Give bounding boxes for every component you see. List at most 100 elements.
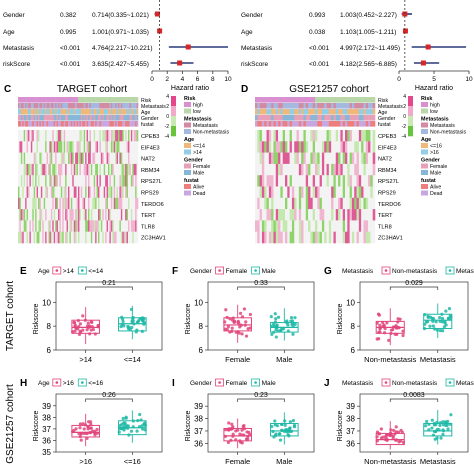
forest-tick-label: 10 xyxy=(224,76,232,83)
y-axis-label: Riskscore xyxy=(185,411,192,442)
annotation-cell xyxy=(19,109,22,115)
heatmap-cell xyxy=(52,231,55,244)
annotation-cell xyxy=(75,97,77,103)
heatmap-cell xyxy=(285,141,288,153)
heatmap-cell xyxy=(135,197,137,210)
heatmap-cell xyxy=(50,130,53,142)
annotation-cell xyxy=(80,121,83,127)
heatmap-cell xyxy=(372,186,376,199)
heatmap-cell xyxy=(349,209,353,221)
heatmap-cell xyxy=(347,163,350,176)
heatmap-cell xyxy=(73,163,76,176)
heatmap-cell xyxy=(125,197,127,210)
heatmap-cell xyxy=(349,220,353,232)
annotation-cell xyxy=(103,121,106,127)
heatmap-cell xyxy=(18,130,20,142)
legend-label: Non-metastasis xyxy=(392,268,438,275)
heatmap-cell xyxy=(358,175,362,187)
annotation-cell xyxy=(130,115,133,121)
heatmap-cell xyxy=(92,231,95,244)
p-value-label: 0.23 xyxy=(254,392,268,399)
heatmap-cell xyxy=(19,175,22,187)
heatmap-cell xyxy=(62,220,65,232)
annotation-cell xyxy=(82,109,85,115)
heatmap-cell xyxy=(66,175,69,187)
annotation-cell xyxy=(26,121,29,127)
heatmap-cell xyxy=(25,175,27,187)
heatmap-cell xyxy=(338,152,341,165)
annotation-cell xyxy=(32,115,35,121)
annotation-cell xyxy=(358,115,362,121)
heatmap-cell xyxy=(46,197,49,210)
heatmap-cell xyxy=(65,186,67,199)
heatmap-cell xyxy=(105,209,107,221)
heatmap-cell xyxy=(338,220,341,232)
heatmap-cell xyxy=(68,163,70,176)
heatmap-cell xyxy=(92,130,95,142)
forest-tick-label: 4 xyxy=(181,76,185,83)
annotation-cell xyxy=(59,103,62,109)
annotation-cell xyxy=(60,109,63,115)
data-point xyxy=(78,422,83,426)
plot-frame xyxy=(55,281,163,351)
heatmap-cell xyxy=(73,220,76,232)
heatmap-cell xyxy=(335,152,339,165)
heatmap-cell xyxy=(32,141,35,153)
annotation-cell xyxy=(49,121,52,127)
heatmap-cell xyxy=(273,175,277,187)
heatmap-cell xyxy=(123,186,126,199)
heatmap-cell xyxy=(268,152,272,165)
annotation-cell xyxy=(110,103,113,109)
annotation-cell xyxy=(72,97,75,103)
annotation-cell xyxy=(108,109,110,115)
heatmap-cell xyxy=(119,186,122,199)
annotation-cell xyxy=(129,109,132,115)
color-scale-segment xyxy=(408,102,413,105)
heatmap-cell xyxy=(294,175,297,187)
heatmap-cell xyxy=(66,152,69,165)
annotation-cell xyxy=(49,103,52,109)
heatmap-cell xyxy=(301,231,304,244)
annotation-cell xyxy=(354,121,357,127)
heatmap-cell xyxy=(271,152,274,165)
heatmap-cell xyxy=(271,186,274,199)
heatmap-cell xyxy=(33,152,36,165)
heatmap-cell xyxy=(363,209,367,221)
annotation-cell xyxy=(45,103,47,109)
color-scale-segment xyxy=(408,108,413,111)
data-point xyxy=(274,335,278,339)
heatmap-cell xyxy=(345,197,348,210)
heatmap-cell xyxy=(271,220,274,232)
legend-item-label: Female xyxy=(430,164,447,170)
annotation-label: fustat xyxy=(141,122,154,128)
annotation-cell xyxy=(259,121,263,127)
heatmap-cell xyxy=(319,231,323,244)
annotation-cell xyxy=(98,109,100,115)
annotation-cell xyxy=(100,115,103,121)
heatmap-cell xyxy=(136,220,139,232)
heatmap-cell xyxy=(331,175,334,187)
annotation-cell xyxy=(289,121,293,127)
annotation-cell xyxy=(259,103,263,109)
annotation-cell xyxy=(100,109,103,115)
heatmap-cell xyxy=(135,141,137,153)
annotation-cell xyxy=(66,97,69,103)
annotation-cell xyxy=(23,115,26,121)
heatmap-cell xyxy=(282,209,286,221)
annotation-cell xyxy=(133,115,136,121)
annotation-cell xyxy=(119,97,122,103)
heatmap-cell xyxy=(22,141,25,153)
heatmap-cell xyxy=(356,130,360,142)
annotation-cell xyxy=(63,115,66,121)
heatmap-cell xyxy=(65,209,67,221)
heatmap-cell xyxy=(18,220,20,232)
heatmap-cell xyxy=(85,175,87,187)
heatmap-cell xyxy=(106,231,109,244)
heatmap-cell xyxy=(130,152,133,165)
heatmap-cell xyxy=(310,231,313,244)
heatmap-cell xyxy=(109,152,112,165)
heatmap-cell xyxy=(275,152,279,165)
heatmap-cell xyxy=(132,175,135,187)
heatmap-cell xyxy=(100,209,103,221)
heatmap-cell xyxy=(294,152,297,165)
